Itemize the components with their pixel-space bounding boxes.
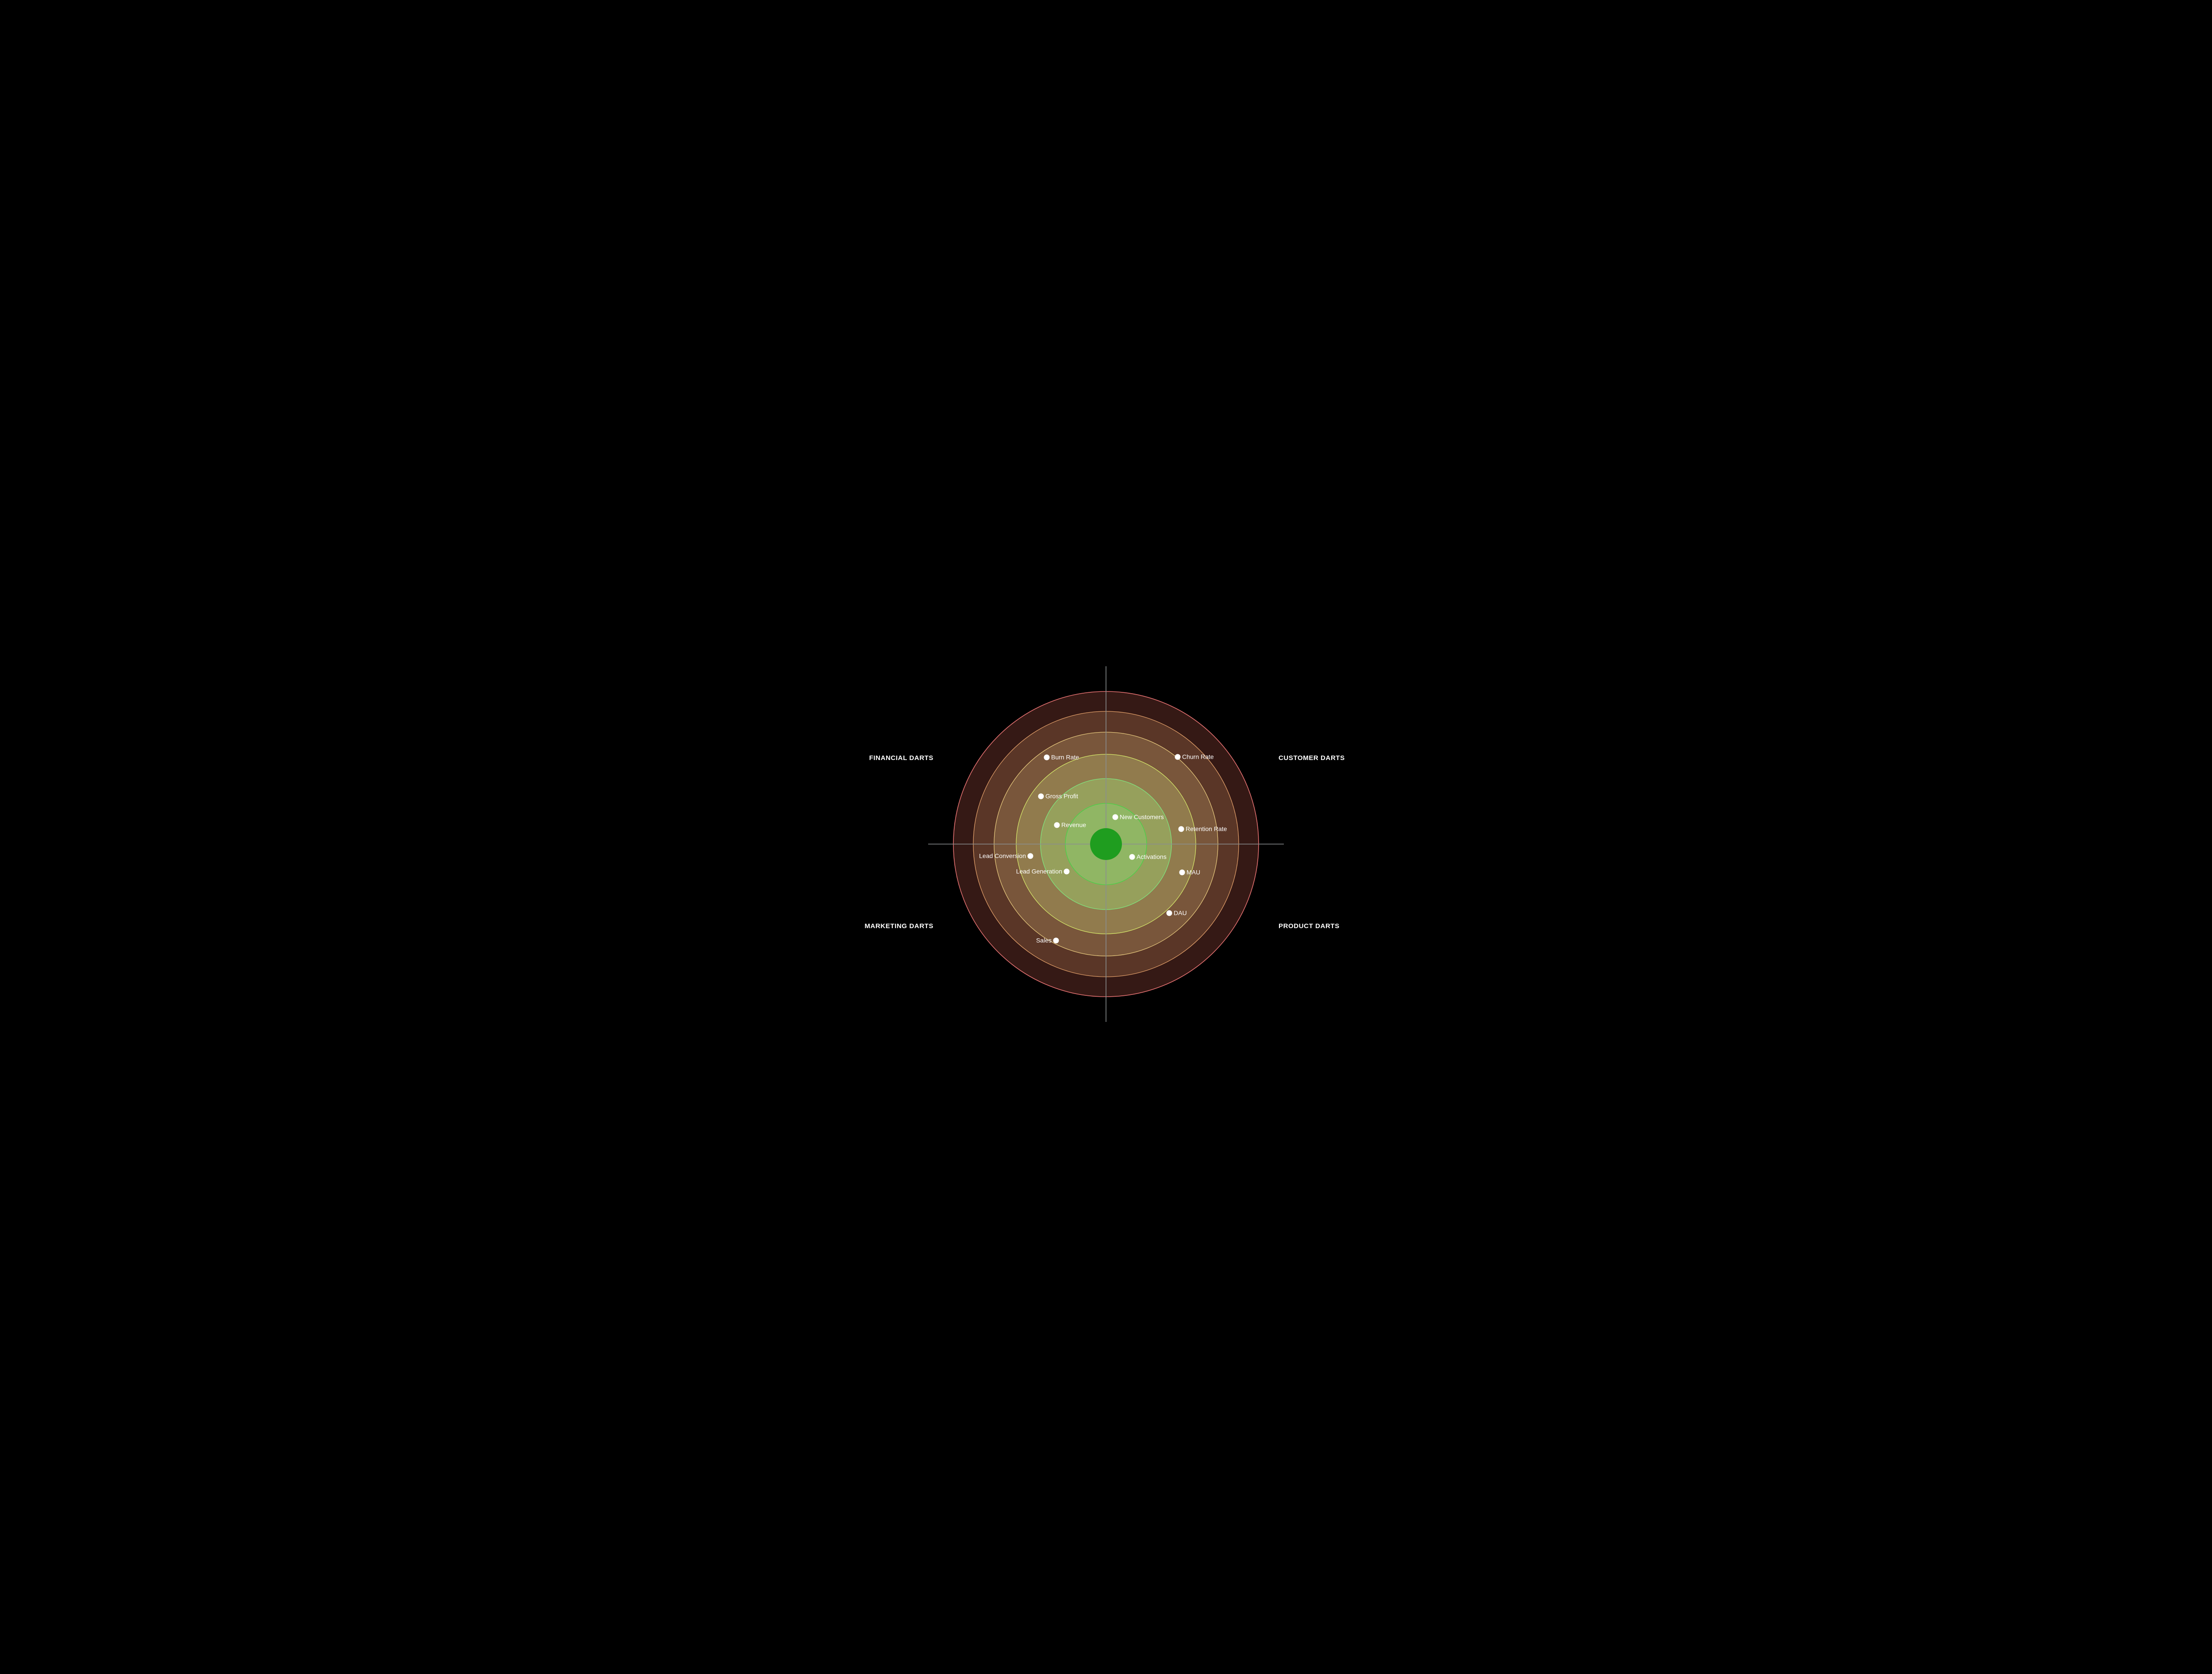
dart-label-dau: DAU	[1174, 910, 1187, 917]
dart-label-sales: Sales	[1036, 937, 1052, 944]
dart-label-churn-rate: Churn Rate	[1182, 753, 1214, 760]
dart-label-lead-generation: Lead Generation	[1016, 868, 1062, 875]
quadrant-label-top_left: FINANCIAL DARTS	[869, 754, 933, 762]
dart-mau: MAU	[1179, 869, 1201, 876]
dart-sales: Sales	[1036, 937, 1059, 944]
dart-dau: DAU	[1167, 910, 1187, 917]
dart-dot-new-customers	[1113, 814, 1118, 820]
dart-label-mau: MAU	[1187, 869, 1200, 876]
dart-label-gross-profit: Gross Profit	[1045, 793, 1078, 800]
dart-dot-churn-rate	[1175, 754, 1181, 760]
dart-label-burn-rate: Burn Rate	[1051, 754, 1079, 761]
dart-dot-revenue	[1054, 822, 1060, 828]
dart-label-revenue: Revenue	[1061, 822, 1086, 829]
dart-dot-lead-generation	[1064, 869, 1070, 875]
quadrant-label-top_right: CUSTOMER DARTS	[1279, 754, 1345, 762]
bullseye	[1090, 828, 1122, 860]
dart-new-customers: New Customers	[1113, 814, 1164, 821]
dart-lead-conversion: Lead Conversion	[979, 852, 1033, 860]
dart-label-activations: Activations	[1137, 853, 1167, 860]
quadrant-label-bottom_right: PRODUCT DARTS	[1279, 922, 1340, 930]
dart-dot-gross-profit	[1038, 794, 1044, 799]
dart-dot-dau	[1167, 910, 1172, 916]
dart-dot-mau	[1179, 870, 1185, 875]
dart-label-new-customers: New Customers	[1120, 814, 1164, 821]
dart-dot-retention-rate	[1179, 826, 1184, 832]
dart-label-lead-conversion: Lead Conversion	[979, 852, 1026, 860]
dart-dot-lead-conversion	[1028, 853, 1033, 859]
dart-dot-burn-rate	[1044, 755, 1050, 760]
quadrant-label-bottom_left: MARKETING DARTS	[864, 922, 933, 930]
dart-dot-sales	[1053, 938, 1059, 944]
dart-label-retention-rate: Retention Rate	[1186, 825, 1227, 833]
dartboard-diagram: FINANCIAL DARTS CUSTOMER DARTS MARKETING D…	[802, 645, 1410, 1029]
dart-lead-generation: Lead Generation	[1016, 868, 1070, 875]
dart-dot-activations	[1129, 854, 1135, 860]
dart-retention-rate: Retention Rate	[1179, 825, 1227, 833]
